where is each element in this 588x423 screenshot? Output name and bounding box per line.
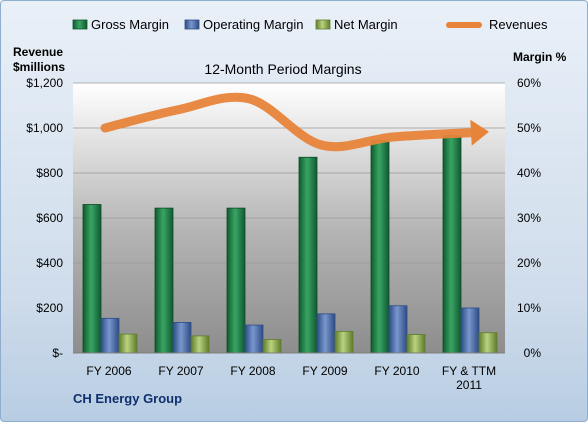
bar-net-margin (119, 334, 137, 353)
left-tick-label: $800 (36, 166, 63, 180)
bar-net-margin (263, 340, 281, 354)
chart-title: 12-Month Period Margins (204, 61, 361, 77)
bar-gross-margin (83, 205, 101, 354)
bar-gross-margin (155, 208, 173, 353)
bar-gross-margin (227, 208, 245, 353)
category-label: FY 2008 (230, 364, 275, 378)
bar-operating-margin (461, 308, 479, 353)
right-axis-title: Margin % (513, 50, 567, 64)
bar-operating-margin (389, 306, 407, 353)
right-tick-label: 10% (517, 301, 541, 315)
bar-operating-margin (245, 325, 263, 353)
category-labels: FY 2006 FY 2007 FY 2008 FY 2009 FY 2010 FY & … (86, 364, 496, 392)
right-tick-label: 0% (524, 346, 542, 360)
left-tick-label: $1,200 (26, 76, 63, 90)
category-label: FY 2009 (302, 364, 347, 378)
left-tick-label: $- (52, 346, 63, 360)
category-label: FY 2010 (374, 364, 419, 378)
legend-swatch-operating-margin (185, 20, 199, 29)
legend-label-operating-margin: Operating Margin (203, 17, 303, 32)
left-tick-label: $600 (36, 211, 63, 225)
right-axis-ticks: 0% 10% 20% 30% 40% 50% 60% (517, 76, 541, 360)
bar-operating-margin (173, 322, 191, 353)
bar-gross-margin (443, 136, 461, 353)
bar-net-margin (479, 333, 497, 353)
left-axis-title-line1: Revenue (13, 45, 63, 59)
bar-net-margin (407, 335, 425, 353)
left-tick-label: $400 (36, 256, 63, 270)
category-label: FY 2007 (158, 364, 203, 378)
right-tick-label: 60% (517, 76, 541, 90)
bar-net-margin (335, 331, 353, 353)
bar-net-margin (191, 336, 209, 353)
bar-operating-margin (101, 318, 119, 353)
right-tick-label: 40% (517, 166, 541, 180)
legend-swatch-net-margin (316, 20, 330, 29)
category-label: FY 2006 (86, 364, 131, 378)
category-label: 2011 (456, 378, 482, 392)
legend-label-revenues: Revenues (489, 17, 548, 32)
legend-label-net-margin: Net Margin (334, 17, 398, 32)
company-label: CH Energy Group (73, 391, 182, 406)
bar-operating-margin (317, 314, 335, 353)
bar-gross-margin (371, 141, 389, 353)
left-axis-ticks: $- $200 $400 $600 $800 $1,000 $1,200 (26, 76, 63, 360)
legend: Gross Margin Operating Margin Net Margin… (73, 17, 548, 32)
left-tick-label: $1,000 (26, 121, 63, 135)
left-tick-label: $200 (36, 301, 63, 315)
legend-label-gross-margin: Gross Margin (91, 17, 169, 32)
right-tick-label: 30% (517, 211, 541, 225)
left-axis-title-line2: $millions (13, 60, 65, 74)
legend-swatch-gross-margin (73, 20, 87, 29)
category-label: FY & TTM (442, 364, 496, 378)
right-tick-label: 50% (517, 121, 541, 135)
bar-gross-margin (299, 157, 317, 353)
right-tick-label: 20% (517, 256, 541, 270)
